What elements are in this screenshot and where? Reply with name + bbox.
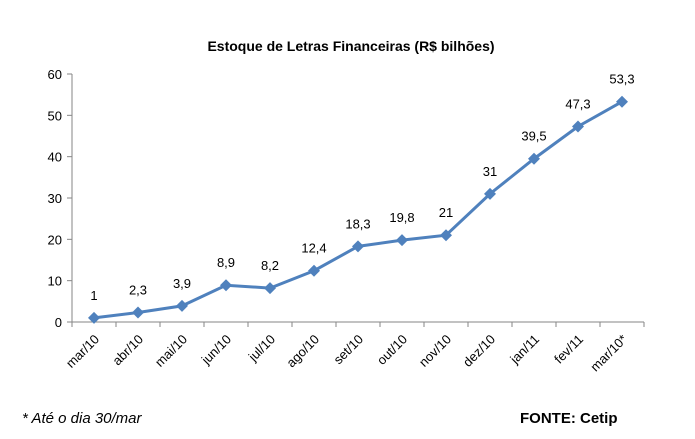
x-tick-label: mai/10: [152, 332, 190, 370]
y-tick-label: 20: [48, 232, 62, 247]
data-label: 3,9: [173, 276, 191, 291]
data-point-marker: [352, 240, 364, 253]
y-tick-label: 30: [48, 191, 62, 206]
y-tick-label: 60: [48, 67, 62, 82]
x-tick-label: jun/10: [198, 332, 234, 368]
data-label: 2,3: [129, 282, 147, 297]
x-tick-label: ago/10: [283, 332, 322, 371]
x-tick-label: nov/10: [416, 332, 454, 370]
x-tick-label: set/10: [330, 332, 366, 368]
data-label: 18,3: [345, 216, 370, 231]
x-tick-label: jul/10: [245, 332, 278, 365]
y-tick-label: 10: [48, 274, 62, 289]
data-point-marker: [308, 264, 320, 277]
data-point-marker: [396, 234, 408, 247]
x-tick-label: jan/11: [506, 332, 542, 368]
data-label: 39,5: [521, 129, 546, 144]
data-label: 8,2: [261, 258, 279, 273]
data-label: 19,8: [389, 210, 414, 225]
data-point-marker: [132, 306, 144, 319]
data-point-marker: [88, 311, 100, 324]
data-point-marker: [572, 120, 584, 133]
data-point-marker: [440, 229, 452, 242]
data-point-marker: [264, 282, 276, 295]
x-tick-label: out/10: [374, 332, 410, 368]
data-label: 47,3: [565, 96, 590, 111]
data-point-marker: [616, 95, 628, 108]
y-tick-label: 50: [48, 108, 62, 123]
x-tick-label: mar/10: [63, 332, 102, 371]
data-point-marker: [176, 299, 188, 312]
x-tick-label: dez/10: [460, 332, 498, 370]
footnote: * Até o dia 30/mar: [22, 410, 142, 427]
x-tick-label: mar/10*: [587, 332, 630, 375]
source-label: FONTE: Cetip: [520, 410, 618, 427]
data-label: 53,3: [609, 72, 634, 87]
data-point-marker: [528, 152, 540, 165]
x-tick-label: abr/10: [109, 332, 146, 369]
data-label: 21: [439, 205, 453, 220]
chart-title: Estoque de Letras Financeiras (R$ bilhõe…: [207, 38, 494, 54]
data-point-marker: [220, 279, 232, 292]
data-label: 8,9: [217, 255, 235, 270]
y-tick-label: 0: [55, 315, 62, 330]
x-tick-label: fev/11: [551, 332, 586, 367]
data-label: 12,4: [301, 241, 326, 256]
data-label: 31: [483, 164, 497, 179]
y-tick-label: 40: [48, 150, 62, 165]
data-label: 1: [90, 288, 97, 303]
data-point-marker: [484, 187, 496, 200]
